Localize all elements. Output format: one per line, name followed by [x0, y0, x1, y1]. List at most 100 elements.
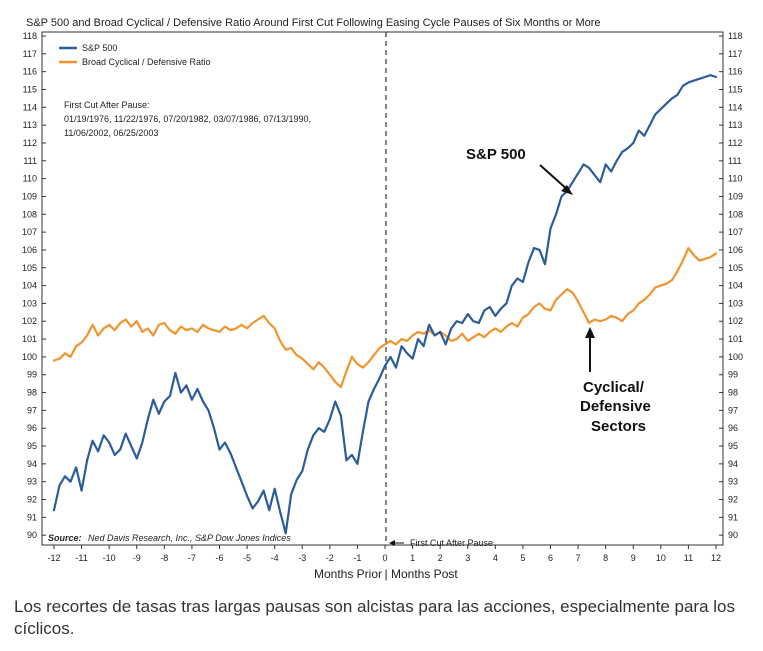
x-tick-label: -2	[326, 553, 334, 563]
first-cut-label: First Cut After Pause	[410, 538, 493, 548]
y-tick-label-left: 110	[23, 174, 37, 184]
series-line-sp500	[52, 74, 718, 535]
series-layer	[52, 74, 718, 535]
chart-container: S&P 500 and Broad Cyclical / Defensive R…	[14, 10, 749, 584]
y-tick-label-left: 97	[27, 405, 37, 415]
sp500-callout-arrow	[539, 164, 570, 192]
y-axis-left: 90 91 92 93 94 95 96 97 98 99 100 101 102 103 104 105 10…	[22, 31, 46, 540]
y-tick-label-left: 113	[23, 120, 37, 130]
y-tick-label-right: 106	[728, 245, 743, 255]
y-tick-label-right: 91	[728, 512, 738, 522]
series-line-cyclical-defensive-ratio	[52, 247, 718, 389]
x-axis-label-divider: |	[384, 567, 387, 581]
y-tick-label-right: 105	[728, 263, 743, 273]
y-tick-label-left: 108	[22, 209, 37, 219]
x-axis-label-right: Months Post	[391, 567, 458, 581]
x-tick-label: -4	[271, 553, 279, 563]
y-tick-label-left: 116	[23, 67, 37, 77]
y-tick-label-right: 104	[728, 281, 743, 291]
y-tick-label-left: 104	[22, 281, 37, 291]
legend: S&P 500 Broad Cyclical / Defensive Ratio	[59, 43, 211, 67]
y-axis-right: 90 91 92 93 94 95 96 97 98 99 100 101 102 103 104 105 10…	[719, 31, 743, 540]
x-tick-label: -3	[298, 553, 306, 563]
x-tick-label: -12	[47, 553, 60, 563]
y-tick-label-right: 112	[728, 138, 742, 148]
cut-dates-title: First Cut After Pause:	[64, 100, 150, 110]
y-tick-label-right: 110	[728, 174, 742, 184]
y-tick-label-right: 100	[728, 352, 743, 362]
y-tick-label-left: 109	[22, 191, 37, 201]
x-tick-label: 0	[382, 553, 387, 563]
y-tick-label-left: 96	[27, 423, 37, 433]
cut-dates-line-1: 01/19/1976, 11/22/1976, 07/20/1982, 03/0…	[64, 114, 311, 124]
y-tick-label-left: 114	[23, 102, 37, 112]
x-tick-label: -1	[353, 553, 361, 563]
x-tick-label: 2	[438, 553, 443, 563]
y-tick-label-right: 92	[728, 495, 738, 505]
y-tick-label-left: 92	[27, 495, 37, 505]
x-tick-label: -5	[243, 553, 251, 563]
y-tick-label-left: 98	[27, 388, 37, 398]
x-tick-label: 10	[656, 553, 666, 563]
cyclical-callout-line-2: Defensive	[580, 398, 651, 415]
x-tick-label: 9	[631, 553, 636, 563]
y-tick-label-left: 94	[27, 459, 37, 469]
x-tick-label: -8	[160, 553, 168, 563]
cut-dates-note: First Cut After Pause: 01/19/1976, 11/22…	[64, 100, 311, 138]
y-tick-label-right: 107	[728, 227, 743, 237]
x-axis: -12 -11 -10 -9 -8 -7 -6 -5 -4 -3 -2 -1 0 1 2 3 4 5 6 7 8 9 10 1…	[47, 545, 721, 563]
y-tick-label-left: 99	[27, 370, 37, 380]
y-tick-label-left: 91	[27, 512, 37, 522]
y-tick-label-left: 102	[22, 316, 37, 326]
chart-background	[14, 10, 749, 584]
x-tick-label: 6	[548, 553, 553, 563]
y-tick-label-right: 118	[728, 31, 742, 41]
legend-label-ratio: Broad Cyclical / Defensive Ratio	[82, 57, 211, 67]
y-tick-label-left: 111	[23, 156, 37, 166]
x-tick-label: 5	[520, 553, 525, 563]
first-cut-arrowhead	[389, 540, 395, 546]
y-tick-label-right: 99	[728, 370, 738, 380]
y-tick-label-right: 98	[728, 388, 738, 398]
y-tick-label-right: 94	[728, 459, 738, 469]
plot-frame	[41, 31, 724, 546]
y-tick-label-left: 117	[23, 49, 37, 59]
x-tick-label: -6	[215, 553, 223, 563]
y-tick-label-right: 113	[728, 120, 742, 130]
chart-title: S&P 500 and Broad Cyclical / Defensive R…	[26, 17, 601, 29]
figure-caption: Los recortes de tasas tras largas pausas…	[14, 597, 735, 638]
y-tick-label-right: 111	[728, 156, 742, 166]
x-tick-label: -7	[188, 553, 196, 563]
y-tick-label-left: 95	[27, 441, 37, 451]
y-tick-label-right: 115	[728, 84, 742, 94]
cyclical-callout-line-3: Sectors	[591, 418, 646, 435]
y-tick-label-right: 95	[728, 441, 738, 451]
x-tick-label: 3	[465, 553, 470, 563]
y-tick-label-left: 90	[27, 530, 37, 540]
y-tick-label-left: 106	[22, 245, 37, 255]
cyclical-callout-line-1: Cyclical/	[583, 379, 645, 396]
y-tick-label-right: 103	[728, 298, 743, 308]
x-tick-label: 11	[684, 553, 693, 563]
y-tick-label-right: 114	[728, 102, 742, 112]
x-tick-label: -10	[103, 553, 116, 563]
y-tick-label-left: 93	[27, 477, 37, 487]
x-tick-label: 12	[711, 553, 721, 563]
y-tick-label-left: 115	[23, 84, 37, 94]
y-tick-label-left: 112	[23, 138, 37, 148]
y-tick-label-right: 102	[728, 316, 743, 326]
source-text: Ned Davis Research, Inc., S&P Dow Jones …	[88, 533, 291, 543]
y-tick-label-left: 118	[23, 31, 37, 41]
y-tick-label-right: 93	[728, 477, 738, 487]
y-tick-label-right: 109	[728, 191, 743, 201]
cut-dates-line-2: 11/06/2002, 06/25/2003	[64, 128, 158, 138]
x-tick-label: -11	[75, 553, 87, 563]
x-tick-label: 7	[576, 553, 581, 563]
y-tick-label-right: 116	[728, 67, 742, 77]
source-label: Source:	[48, 533, 82, 543]
cyclical-arrowhead	[585, 327, 595, 338]
y-tick-label-left: 101	[22, 334, 37, 344]
y-tick-label-right: 108	[728, 209, 743, 219]
legend-label-sp500: S&P 500	[82, 43, 117, 53]
y-tick-label-right: 101	[728, 334, 743, 344]
